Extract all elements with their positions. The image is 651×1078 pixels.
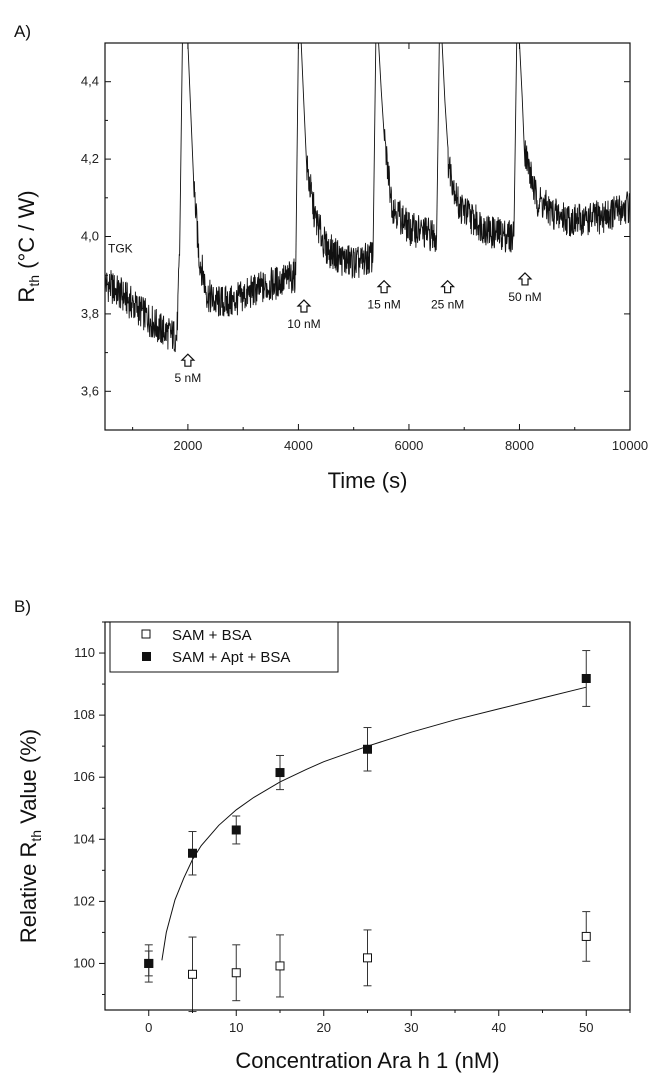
concentration-label: 50 nM <box>508 290 541 304</box>
point-sam-bsa <box>231 944 241 1002</box>
point-sam-bsa <box>581 911 591 962</box>
arrow-icon <box>376 279 392 294</box>
y-axis-title-a: Rth (°C / W) <box>14 190 42 302</box>
legend-filled-square-marker <box>142 652 151 661</box>
concentration-label: 25 nM <box>431 298 464 312</box>
injection-arrow <box>376 279 392 294</box>
point-sam-bsa <box>363 929 372 987</box>
x-axis-title-a: Time (s) <box>328 468 408 493</box>
y-axis-title-main: R <box>14 287 39 303</box>
open-square-marker <box>581 931 591 941</box>
filled-square-marker <box>231 825 241 835</box>
x-tick-label: 20 <box>317 1020 331 1035</box>
x-tick-label: 30 <box>404 1020 418 1035</box>
injection-arrow <box>296 299 312 313</box>
x-tick-label: 6000 <box>394 438 423 453</box>
arrow-icon <box>180 353 196 367</box>
y-axis-title-main: Relative R <box>16 842 41 943</box>
point-sam-apt-bsa <box>231 815 241 845</box>
y-tick-label: 104 <box>73 831 95 846</box>
injection-arrow <box>180 353 196 367</box>
y-tick-label: 110 <box>74 645 95 660</box>
open-square-marker <box>363 953 372 963</box>
y-axis-title-unit: (°C / W) <box>14 190 39 275</box>
legend-open-square-marker <box>141 629 151 639</box>
x-tick-label: 50 <box>579 1020 593 1035</box>
legend-label-sam-bsa: SAM + BSA <box>172 627 252 644</box>
y-tick-label: 102 <box>73 893 95 908</box>
concentration-label: 15 nM <box>367 298 400 312</box>
x-tick-label: 10000 <box>612 438 648 453</box>
point-sam-apt-bsa <box>581 650 591 707</box>
y-tick-label: 3,8 <box>81 306 99 321</box>
filled-square-marker <box>144 958 154 968</box>
concentration-label: 5 nM <box>175 371 202 385</box>
y-axis-title-unit: Value (%) <box>16 729 41 830</box>
point-sam-apt-bsa <box>275 754 285 791</box>
filled-square-marker <box>363 744 372 754</box>
legend <box>109 621 339 673</box>
y-tick-label: 108 <box>73 707 95 722</box>
injection-arrow <box>517 272 533 286</box>
y-tick-label: 100 <box>73 955 95 970</box>
y-tick-label: 106 <box>73 769 95 784</box>
baseline-label: TGK <box>108 242 133 256</box>
x-axis-title-b: Concentration Ara h 1 (nM) <box>235 1048 499 1073</box>
x-tick-label: 4000 <box>284 438 313 453</box>
filled-square-marker <box>275 768 285 778</box>
open-square-marker <box>275 961 285 971</box>
point-sam-bsa <box>188 936 197 1013</box>
fit-curve <box>161 686 587 961</box>
concentration-label: 10 nM <box>287 317 320 331</box>
point-sam-apt-bsa <box>144 950 154 977</box>
y-tick-label: 4,4 <box>81 74 99 89</box>
y-tick-label: 4,0 <box>81 229 99 244</box>
filled-square-marker <box>581 673 591 683</box>
filled-square-marker <box>188 848 197 858</box>
point-sam-apt-bsa <box>188 831 197 876</box>
x-tick-label: 10 <box>229 1020 243 1035</box>
point-sam-bsa <box>275 934 285 998</box>
arrow-icon <box>440 279 456 294</box>
series-line-rth <box>104 42 631 353</box>
y-tick-label: 4,2 <box>81 151 99 166</box>
open-square-marker <box>188 969 197 979</box>
y-tick-label: 3,6 <box>81 383 99 398</box>
open-square-marker <box>231 968 241 978</box>
arrow-icon <box>517 272 533 286</box>
injection-arrow <box>440 279 456 294</box>
panel-label-a: A) <box>14 22 31 41</box>
y-axis-title-sub: th <box>26 275 42 287</box>
legend-label-sam-apt-bsa: SAM + Apt + BSA <box>172 649 290 666</box>
y-axis-title-sub: th <box>28 830 44 842</box>
x-tick-label: 8000 <box>505 438 534 453</box>
x-tick-label: 0 <box>145 1020 152 1035</box>
panel-label-b: B) <box>14 597 31 616</box>
arrow-icon <box>296 299 312 313</box>
x-tick-label: 40 <box>492 1020 506 1035</box>
point-sam-apt-bsa <box>363 727 372 772</box>
x-tick-label: 2000 <box>173 438 202 453</box>
y-axis-title-b: Relative Rth Value (%) <box>16 729 44 943</box>
